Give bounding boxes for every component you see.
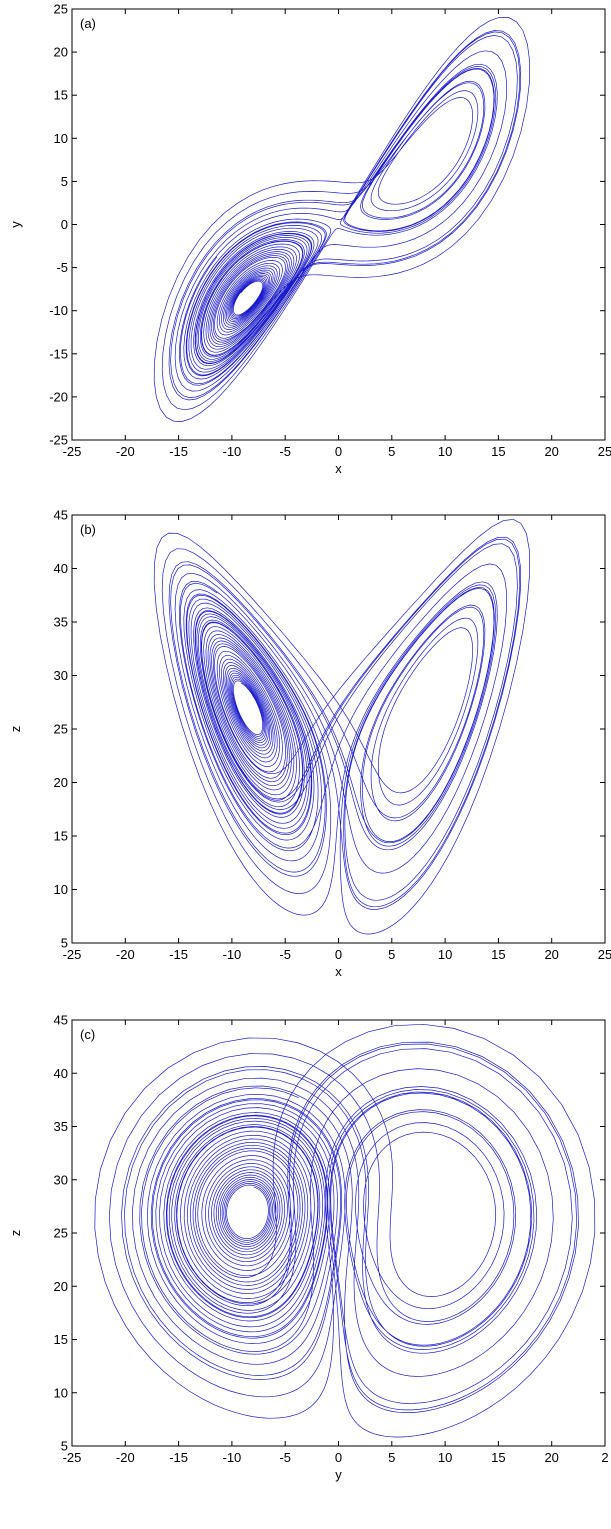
attractor-trajectory xyxy=(153,518,531,935)
x-tick-label: -5 xyxy=(279,1450,291,1465)
x-tick-label: 25 xyxy=(598,444,611,459)
x-axis-label: x xyxy=(335,964,342,979)
y-tick-label: 35 xyxy=(54,1119,68,1134)
x-tick-label: -15 xyxy=(169,1450,188,1465)
y-tick-label: 5 xyxy=(61,936,68,951)
y-tick-label: 35 xyxy=(54,615,68,630)
x-tick-label: 15 xyxy=(491,1450,505,1465)
y-tick-label: 25 xyxy=(54,722,68,737)
y-tick-label: 45 xyxy=(54,1013,68,1028)
x-tick-label: 5 xyxy=(388,1450,395,1465)
x-tick-label: -10 xyxy=(223,1450,242,1465)
chart-panel-1: -25 -20 -15 -10 -5 0 5 10 15 20 25 -25 -20 -15 -10 -5 0 5… xyxy=(8,2,611,477)
x-axis-label: x xyxy=(335,461,342,476)
x-axis-label: y xyxy=(335,1467,342,1482)
x-tick-label: 0 xyxy=(335,947,342,962)
x-tick-label: -25 xyxy=(63,947,82,962)
x-tick-label: 10 xyxy=(438,947,452,962)
y-tick-label: 20 xyxy=(54,775,68,790)
panel-label: (b) xyxy=(80,522,96,537)
x-tick-label: -10 xyxy=(223,947,242,962)
plot-frame xyxy=(71,514,606,944)
y-axis-label: z xyxy=(8,726,23,733)
y-tick-label: 30 xyxy=(54,668,68,683)
y-tick-label: 45 xyxy=(54,508,68,523)
y-tick-label: 15 xyxy=(54,88,68,103)
x-tick-label: 5 xyxy=(388,947,395,962)
x-tick-label: -5 xyxy=(279,947,291,962)
x-tick-label: -5 xyxy=(279,444,291,459)
y-axis-label: y xyxy=(8,221,23,228)
x-tick-label: 2 xyxy=(601,1450,608,1465)
y-tick-label: 5 xyxy=(61,174,68,189)
y-tick-label: -15 xyxy=(49,346,68,361)
x-tick-label: 20 xyxy=(544,947,558,962)
chart-panel-2: -25 -20 -15 -10 -5 0 5 10 15 20 25 5 10 15 20 25 30 35 40 4… xyxy=(8,508,611,980)
y-tick-label: -20 xyxy=(49,389,68,404)
y-tick-label: -25 xyxy=(49,433,68,448)
y-tick-label: 10 xyxy=(54,882,68,897)
y-tick-label: -10 xyxy=(49,303,68,318)
y-tick-label: 10 xyxy=(54,1385,68,1400)
x-tick-label: 0 xyxy=(335,444,342,459)
y-axis-label: z xyxy=(8,1230,23,1237)
y-tick-label: -5 xyxy=(56,260,68,275)
x-tick-label: -10 xyxy=(223,444,242,459)
x-tick-label: -25 xyxy=(63,1450,82,1465)
x-tick-label: 10 xyxy=(438,444,452,459)
x-tick-label: 20 xyxy=(544,1450,558,1465)
plot-frame xyxy=(71,8,606,441)
x-tick-label: -15 xyxy=(169,947,188,962)
x-tick-label: 20 xyxy=(544,444,558,459)
x-tick-label: 5 xyxy=(388,444,395,459)
x-tick-label: -25 xyxy=(63,444,82,459)
x-tick-label: 15 xyxy=(491,444,505,459)
y-tick-label: 20 xyxy=(54,1279,68,1294)
y-tick-label: 5 xyxy=(61,1439,68,1454)
attractor-trajectory xyxy=(94,1023,596,1438)
x-tick-label: 0 xyxy=(335,1450,342,1465)
y-tick-label: 25 xyxy=(54,2,68,17)
y-tick-label: 20 xyxy=(54,45,68,60)
x-tick-label: 25 xyxy=(598,947,611,962)
x-tick-label: -15 xyxy=(169,444,188,459)
x-tick-label: 10 xyxy=(438,1450,452,1465)
y-tick-label: 40 xyxy=(54,1066,68,1081)
y-tick-label: 15 xyxy=(54,1332,68,1347)
panel-label: (c) xyxy=(80,1027,95,1042)
y-tick-label: 15 xyxy=(54,829,68,844)
y-tick-label: 0 xyxy=(61,217,68,232)
x-tick-label: -20 xyxy=(116,947,135,962)
x-tick-label: -20 xyxy=(116,444,135,459)
x-tick-label: -20 xyxy=(116,1450,135,1465)
y-tick-label: 40 xyxy=(54,561,68,576)
y-tick-label: 10 xyxy=(54,131,68,146)
y-tick-label: 30 xyxy=(54,1172,68,1187)
x-tick-label: 15 xyxy=(491,947,505,962)
panel-label: (a) xyxy=(80,16,96,31)
y-tick-label: 25 xyxy=(54,1226,68,1241)
attractor-trajectory xyxy=(153,16,531,422)
chart-panel-3: -25 -20 -15 -10 -5 0 5 10 15 20 251015202530354045… xyxy=(8,1013,609,1483)
